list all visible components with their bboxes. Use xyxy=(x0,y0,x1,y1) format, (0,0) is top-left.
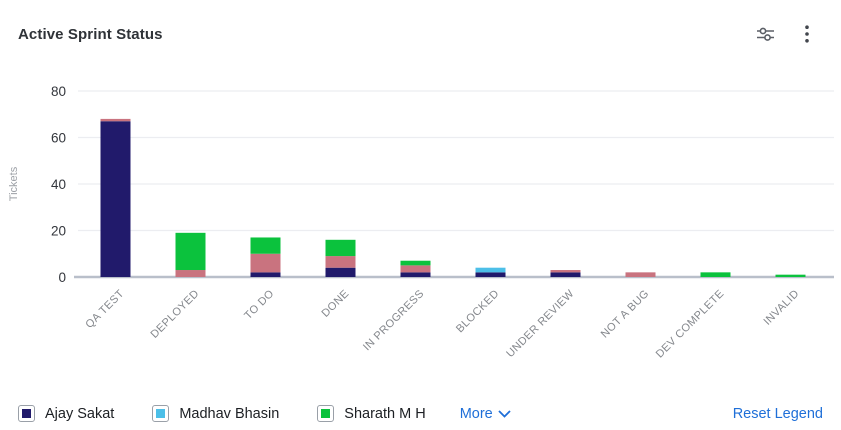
bar-segment[interactable] xyxy=(325,256,356,268)
reset-legend-link[interactable]: Reset Legend xyxy=(732,405,823,422)
bar-segment[interactable] xyxy=(475,267,506,273)
bar-segment[interactable] xyxy=(625,272,656,277)
legend-swatch xyxy=(152,405,170,422)
bar-segment[interactable] xyxy=(475,272,506,277)
bar-segment[interactable] xyxy=(700,272,731,277)
page-title: Active Sprint Status xyxy=(18,25,163,43)
bar-segment[interactable] xyxy=(775,274,806,277)
bar-segment[interactable] xyxy=(250,253,281,273)
legend-more-label: More xyxy=(459,405,493,422)
bar-segment[interactable] xyxy=(400,260,431,266)
chevron-down-icon xyxy=(498,409,511,418)
x-axis-label: INVALID xyxy=(761,288,801,328)
bar-segment[interactable] xyxy=(175,270,206,277)
y-axis-title: Tickets xyxy=(8,166,20,201)
bar-segment[interactable] xyxy=(175,232,206,271)
x-axis-label: UNDER REVIEW xyxy=(504,287,577,360)
x-axis-label: TO DO xyxy=(242,288,276,322)
legend-more-link[interactable]: More xyxy=(460,406,511,422)
sprint-status-stacked-bar-chart: 0 20 40 60 80 Tickets QA TEST DEPLOYED TO DO DONE… xyxy=(8,84,834,361)
legend-items: Ajay Sakat Madhav Bhasin Sharath M H xyxy=(18,405,426,422)
kebab-menu-icon[interactable] xyxy=(795,22,819,46)
bar-segment[interactable] xyxy=(250,237,281,254)
x-axis-label: QA TEST xyxy=(83,288,126,331)
y-axis-tick-label: 0 xyxy=(58,270,66,285)
widget-header: Active Sprint Status xyxy=(0,0,841,48)
header-actions xyxy=(753,22,823,46)
x-axis-label: DONE xyxy=(320,288,352,320)
y-axis-tick-label: 80 xyxy=(51,84,66,99)
legend-label: Sharath M H xyxy=(344,405,426,422)
legend-item-ajay-sakat[interactable]: Ajay Sakat xyxy=(18,405,114,422)
x-axis-label: NOT A BUG xyxy=(599,288,652,341)
x-axis-label: BLOCKED xyxy=(454,288,502,336)
bar-segment[interactable] xyxy=(100,121,131,277)
legend-label: Madhav Bhasin xyxy=(179,405,280,422)
bar-segment[interactable] xyxy=(400,265,431,273)
y-axis-tick-label: 40 xyxy=(51,177,66,192)
bar-segment[interactable] xyxy=(550,272,581,277)
x-axis-label: DEV COMPLETE xyxy=(654,288,727,361)
bar-segment[interactable] xyxy=(250,272,281,277)
bar-segment[interactable] xyxy=(400,272,431,277)
y-axis-tick-label: 60 xyxy=(51,131,66,146)
legend-item-madhav-bhasin[interactable]: Madhav Bhasin xyxy=(152,405,279,422)
bar-segment[interactable] xyxy=(550,270,581,273)
x-axis-label: DEPLOYED xyxy=(149,288,202,341)
y-axis-tick-label: 20 xyxy=(51,224,66,239)
legend-row: Ajay Sakat Madhav Bhasin Sharath M H More … xyxy=(0,405,841,422)
legend-swatch xyxy=(317,405,335,422)
bar-segment[interactable] xyxy=(325,267,356,277)
x-axis-label: IN PROGRESS xyxy=(361,288,427,354)
legend-item-sharath-m-h[interactable]: Sharath M H xyxy=(317,405,426,422)
chart-area: 0 20 40 60 80 Tickets QA TEST DEPLOYED TO DO DONE… xyxy=(0,55,841,380)
legend-swatch xyxy=(18,405,35,422)
filter-sliders-icon[interactable] xyxy=(753,22,777,46)
legend-label: Ajay Sakat xyxy=(45,405,115,422)
bar-segment[interactable] xyxy=(100,118,131,122)
bar-segment[interactable] xyxy=(325,239,356,257)
